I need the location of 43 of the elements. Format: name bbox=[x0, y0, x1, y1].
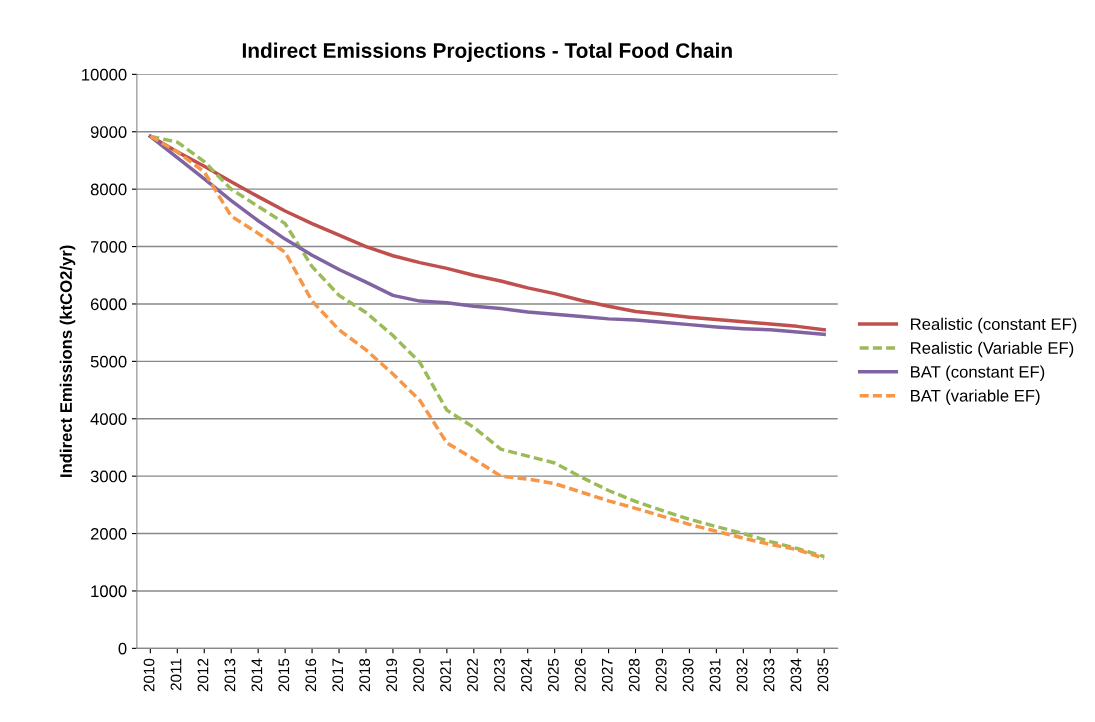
x-tick-label: 2020 bbox=[413, 658, 424, 692]
x-tick-label: 2026 bbox=[574, 658, 586, 692]
y-tick-label: 1000 bbox=[91, 585, 127, 598]
x-tick-label: 2016 bbox=[305, 658, 317, 692]
x-tick-label: 2028 bbox=[628, 658, 640, 692]
x-tick-label: 2023 bbox=[494, 658, 505, 692]
legend-label: BAT (constant EF) bbox=[911, 365, 1045, 382]
y-tick-label: 8000 bbox=[90, 183, 127, 196]
y-axis-title: Indirect Emissions (ktCO2/yr) bbox=[59, 245, 76, 477]
legend-label: BAT (variable EF) bbox=[911, 389, 1040, 405]
x-tick-label: 2024 bbox=[520, 658, 532, 692]
x-tick-label: 2032 bbox=[736, 658, 748, 692]
x-tick-label: 2027 bbox=[601, 658, 613, 692]
y-tick-label: 3000 bbox=[90, 470, 127, 483]
x-tick-label: 2029 bbox=[655, 658, 667, 692]
x-tick-label: 2033 bbox=[763, 658, 775, 692]
y-tick-label: 9000 bbox=[90, 126, 127, 138]
x-tick-label: 2021 bbox=[440, 658, 451, 692]
y-tick-label: 0 bbox=[118, 642, 127, 655]
x-tick-label: 2030 bbox=[682, 658, 694, 692]
x-tick-label: 2022 bbox=[467, 658, 478, 692]
y-tick-label: 4000 bbox=[90, 413, 127, 425]
x-tick-label: 2014 bbox=[251, 658, 263, 692]
x-tick-label: 2025 bbox=[547, 658, 559, 692]
y-tick-label: 7000 bbox=[90, 240, 127, 253]
x-tick-label: 2010 bbox=[143, 658, 155, 692]
x-tick-label: 2035 bbox=[817, 658, 829, 692]
x-tick-label: 2031 bbox=[709, 658, 721, 692]
x-tick-label: 2015 bbox=[278, 658, 290, 692]
legend-label: Realistic (Variable EF) bbox=[911, 341, 1074, 358]
x-tick-label: 2011 bbox=[170, 658, 182, 691]
y-tick-label: 6000 bbox=[90, 298, 127, 311]
x-tick-label: 2012 bbox=[197, 658, 209, 692]
x-tick-label: 2018 bbox=[359, 658, 371, 692]
y-tick-label: 2000 bbox=[90, 527, 127, 540]
legend-label: Realistic (constant EF) bbox=[911, 317, 1077, 334]
x-tick-label: 2017 bbox=[332, 658, 344, 692]
x-tick-label: 2013 bbox=[224, 658, 236, 692]
y-tick-label: 5000 bbox=[90, 355, 127, 368]
y-tick-label: 10000 bbox=[82, 68, 127, 81]
chart-title: Indirect Emissions Projections - Total Food Chain bbox=[242, 42, 732, 63]
x-tick-label: 2034 bbox=[790, 658, 802, 692]
x-tick-label: 2019 bbox=[386, 658, 398, 692]
